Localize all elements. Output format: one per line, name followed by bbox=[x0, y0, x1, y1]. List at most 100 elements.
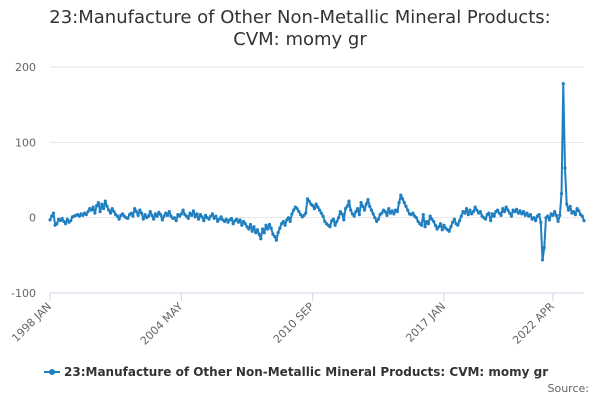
data-point[interactable] bbox=[528, 213, 533, 217]
data-point[interactable] bbox=[96, 201, 100, 205]
data-point[interactable] bbox=[340, 212, 344, 216]
data-point[interactable] bbox=[266, 227, 270, 231]
data-point[interactable] bbox=[440, 228, 444, 232]
data-point[interactable] bbox=[475, 208, 479, 212]
data-point[interactable] bbox=[516, 211, 520, 215]
data-point[interactable] bbox=[165, 213, 170, 218]
data-point[interactable] bbox=[89, 208, 94, 212]
data-point[interactable] bbox=[167, 210, 171, 214]
data-point[interactable] bbox=[152, 217, 156, 221]
data-point[interactable] bbox=[388, 211, 393, 215]
data-point[interactable] bbox=[565, 202, 569, 206]
data-point[interactable] bbox=[195, 212, 199, 216]
data-point[interactable] bbox=[362, 208, 367, 212]
data-point[interactable] bbox=[575, 207, 579, 211]
data-point[interactable] bbox=[159, 213, 163, 217]
data-point[interactable] bbox=[459, 214, 463, 218]
data-point[interactable] bbox=[319, 211, 323, 215]
data-point[interactable] bbox=[50, 214, 54, 218]
data-point[interactable] bbox=[347, 199, 351, 203]
data-point[interactable] bbox=[513, 210, 517, 214]
data-point[interactable] bbox=[248, 222, 253, 227]
data-point[interactable] bbox=[447, 229, 451, 233]
data-point[interactable] bbox=[186, 216, 190, 221]
data-point[interactable] bbox=[554, 213, 558, 218]
data-point[interactable] bbox=[169, 214, 173, 218]
data-point[interactable] bbox=[62, 219, 66, 224]
data-point[interactable] bbox=[133, 207, 137, 211]
data-point[interactable] bbox=[504, 205, 508, 209]
data-point[interactable] bbox=[136, 213, 140, 218]
data-point[interactable] bbox=[231, 222, 235, 226]
data-point[interactable] bbox=[366, 197, 370, 202]
data-point[interactable] bbox=[243, 222, 247, 226]
data-point[interactable] bbox=[55, 222, 59, 226]
data-point[interactable] bbox=[65, 217, 69, 221]
data-point[interactable] bbox=[259, 237, 263, 241]
data-point[interactable] bbox=[210, 212, 215, 216]
data-point[interactable] bbox=[281, 219, 285, 224]
data-point[interactable] bbox=[295, 207, 299, 211]
data-point[interactable] bbox=[373, 216, 377, 220]
data-point[interactable] bbox=[250, 229, 254, 233]
data-point[interactable] bbox=[414, 216, 418, 220]
data-point[interactable] bbox=[580, 214, 584, 218]
data-point[interactable] bbox=[387, 207, 391, 211]
data-point[interactable] bbox=[174, 219, 178, 223]
data-point[interactable] bbox=[423, 225, 427, 229]
data-point[interactable] bbox=[518, 209, 522, 213]
data-point[interactable] bbox=[236, 220, 240, 224]
data-point[interactable] bbox=[502, 210, 507, 214]
data-point[interactable] bbox=[267, 222, 272, 227]
data-point[interactable] bbox=[229, 216, 234, 221]
data-point[interactable] bbox=[298, 213, 303, 217]
data-point[interactable] bbox=[316, 205, 320, 209]
data-point[interactable] bbox=[203, 213, 208, 218]
data-point[interactable] bbox=[430, 217, 434, 221]
data-point[interactable] bbox=[160, 218, 164, 222]
data-point[interactable] bbox=[98, 210, 102, 214]
data-point[interactable] bbox=[343, 207, 348, 211]
data-point[interactable] bbox=[561, 81, 565, 86]
data-point[interactable] bbox=[400, 197, 405, 201]
data-point[interactable] bbox=[209, 214, 213, 218]
data-point[interactable] bbox=[238, 218, 242, 222]
data-point[interactable] bbox=[563, 166, 567, 170]
data-point[interactable] bbox=[110, 207, 114, 211]
data-point[interactable] bbox=[297, 210, 301, 214]
data-point[interactable] bbox=[292, 208, 296, 212]
data-point[interactable] bbox=[120, 212, 125, 216]
data-point[interactable] bbox=[489, 219, 493, 223]
data-point[interactable] bbox=[558, 213, 562, 218]
data-point[interactable] bbox=[539, 220, 543, 224]
data-point[interactable] bbox=[190, 213, 194, 218]
data-point[interactable] bbox=[435, 227, 439, 231]
data-point[interactable] bbox=[129, 211, 133, 215]
data-point[interactable] bbox=[305, 197, 310, 201]
data-point[interactable] bbox=[148, 210, 152, 214]
data-point[interactable] bbox=[426, 222, 431, 226]
data-point[interactable] bbox=[279, 222, 284, 226]
data-point[interactable] bbox=[521, 210, 526, 214]
data-point[interactable] bbox=[534, 219, 538, 223]
data-point[interactable] bbox=[369, 208, 374, 212]
data-point[interactable] bbox=[269, 226, 273, 230]
data-point[interactable] bbox=[470, 212, 474, 216]
data-point[interactable] bbox=[247, 227, 251, 231]
data-point[interactable] bbox=[285, 218, 289, 222]
data-point[interactable] bbox=[433, 223, 437, 227]
data-point[interactable] bbox=[139, 211, 144, 215]
data-point[interactable] bbox=[572, 210, 576, 214]
data-point[interactable] bbox=[63, 222, 68, 226]
data-point[interactable] bbox=[337, 216, 341, 220]
data-point[interactable] bbox=[48, 218, 52, 222]
data-point[interactable] bbox=[219, 215, 223, 219]
data-point[interactable] bbox=[255, 228, 259, 232]
data-point[interactable] bbox=[546, 214, 550, 218]
data-point[interactable] bbox=[437, 225, 441, 229]
data-point[interactable] bbox=[107, 208, 111, 212]
data-point[interactable] bbox=[214, 214, 218, 218]
data-point[interactable] bbox=[290, 212, 294, 216]
data-point[interactable] bbox=[508, 211, 512, 215]
data-point[interactable] bbox=[333, 223, 337, 227]
